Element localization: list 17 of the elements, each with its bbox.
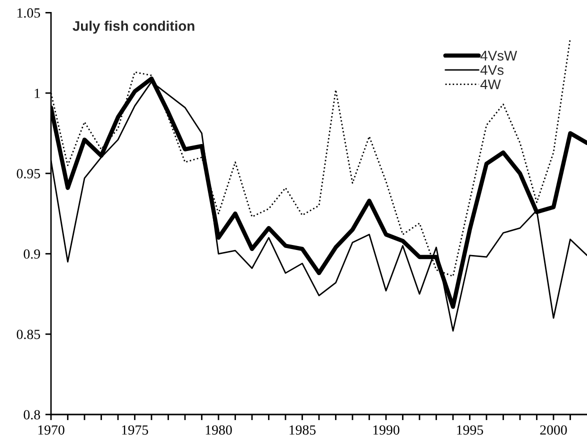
- x-tick-label: 1980: [206, 425, 232, 435]
- text: July fish condition: [72, 20, 194, 34]
- y-tick-label: 0.9: [24, 249, 40, 259]
- y-tick-label: 0.8: [24, 410, 40, 420]
- legend-label: 4W: [480, 80, 501, 90]
- x-tick-label: 1970: [38, 425, 64, 435]
- y-tick-label: 1: [34, 88, 40, 98]
- legend-label: 4Vs: [480, 65, 504, 75]
- y-tick-label: 1.05: [18, 8, 40, 18]
- x-tick-label: 2000: [540, 425, 567, 435]
- x-tick-label: 1985: [290, 425, 316, 435]
- x-tick-label: 1990: [373, 425, 400, 435]
- y-tick-label: 0.85: [16, 330, 40, 340]
- x-tick-label: 1995: [457, 425, 484, 435]
- y-tick-label: 0.95: [16, 169, 40, 178]
- legend-label: 4VsW: [480, 50, 518, 61]
- x-tick-label: 1975: [122, 425, 148, 435]
